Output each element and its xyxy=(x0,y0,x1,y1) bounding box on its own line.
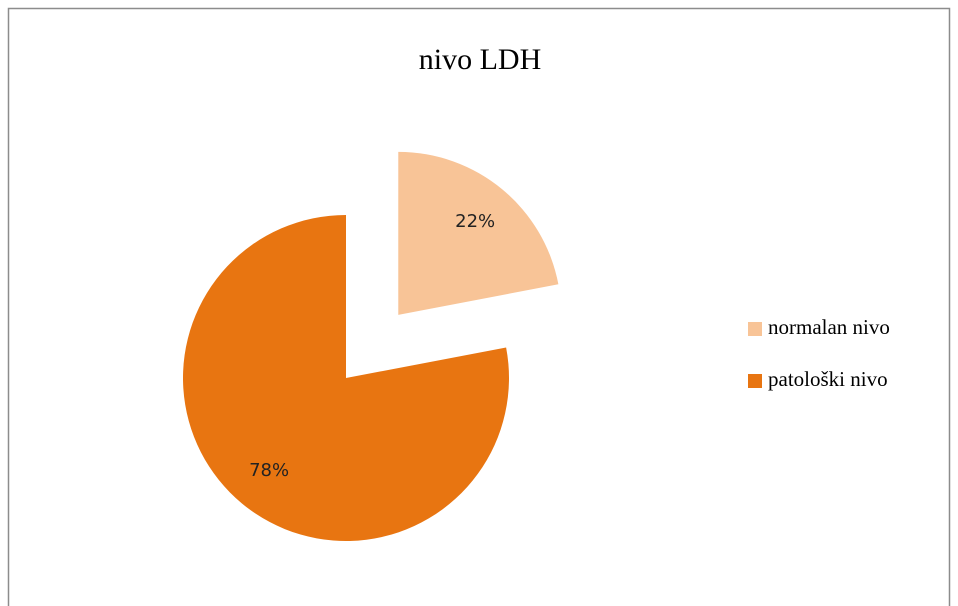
pie-slice xyxy=(182,215,509,541)
chart-border xyxy=(7,7,951,606)
pie-slice xyxy=(398,151,559,315)
chart-title: nivo LDH xyxy=(419,43,542,76)
legend-swatch xyxy=(748,322,762,336)
data-label: 78% xyxy=(249,460,289,481)
data-label: 22% xyxy=(455,211,495,232)
legend-label: normalan nivo xyxy=(768,315,890,339)
legend-label: patološki nivo xyxy=(768,367,888,391)
legend-swatch xyxy=(748,374,762,388)
